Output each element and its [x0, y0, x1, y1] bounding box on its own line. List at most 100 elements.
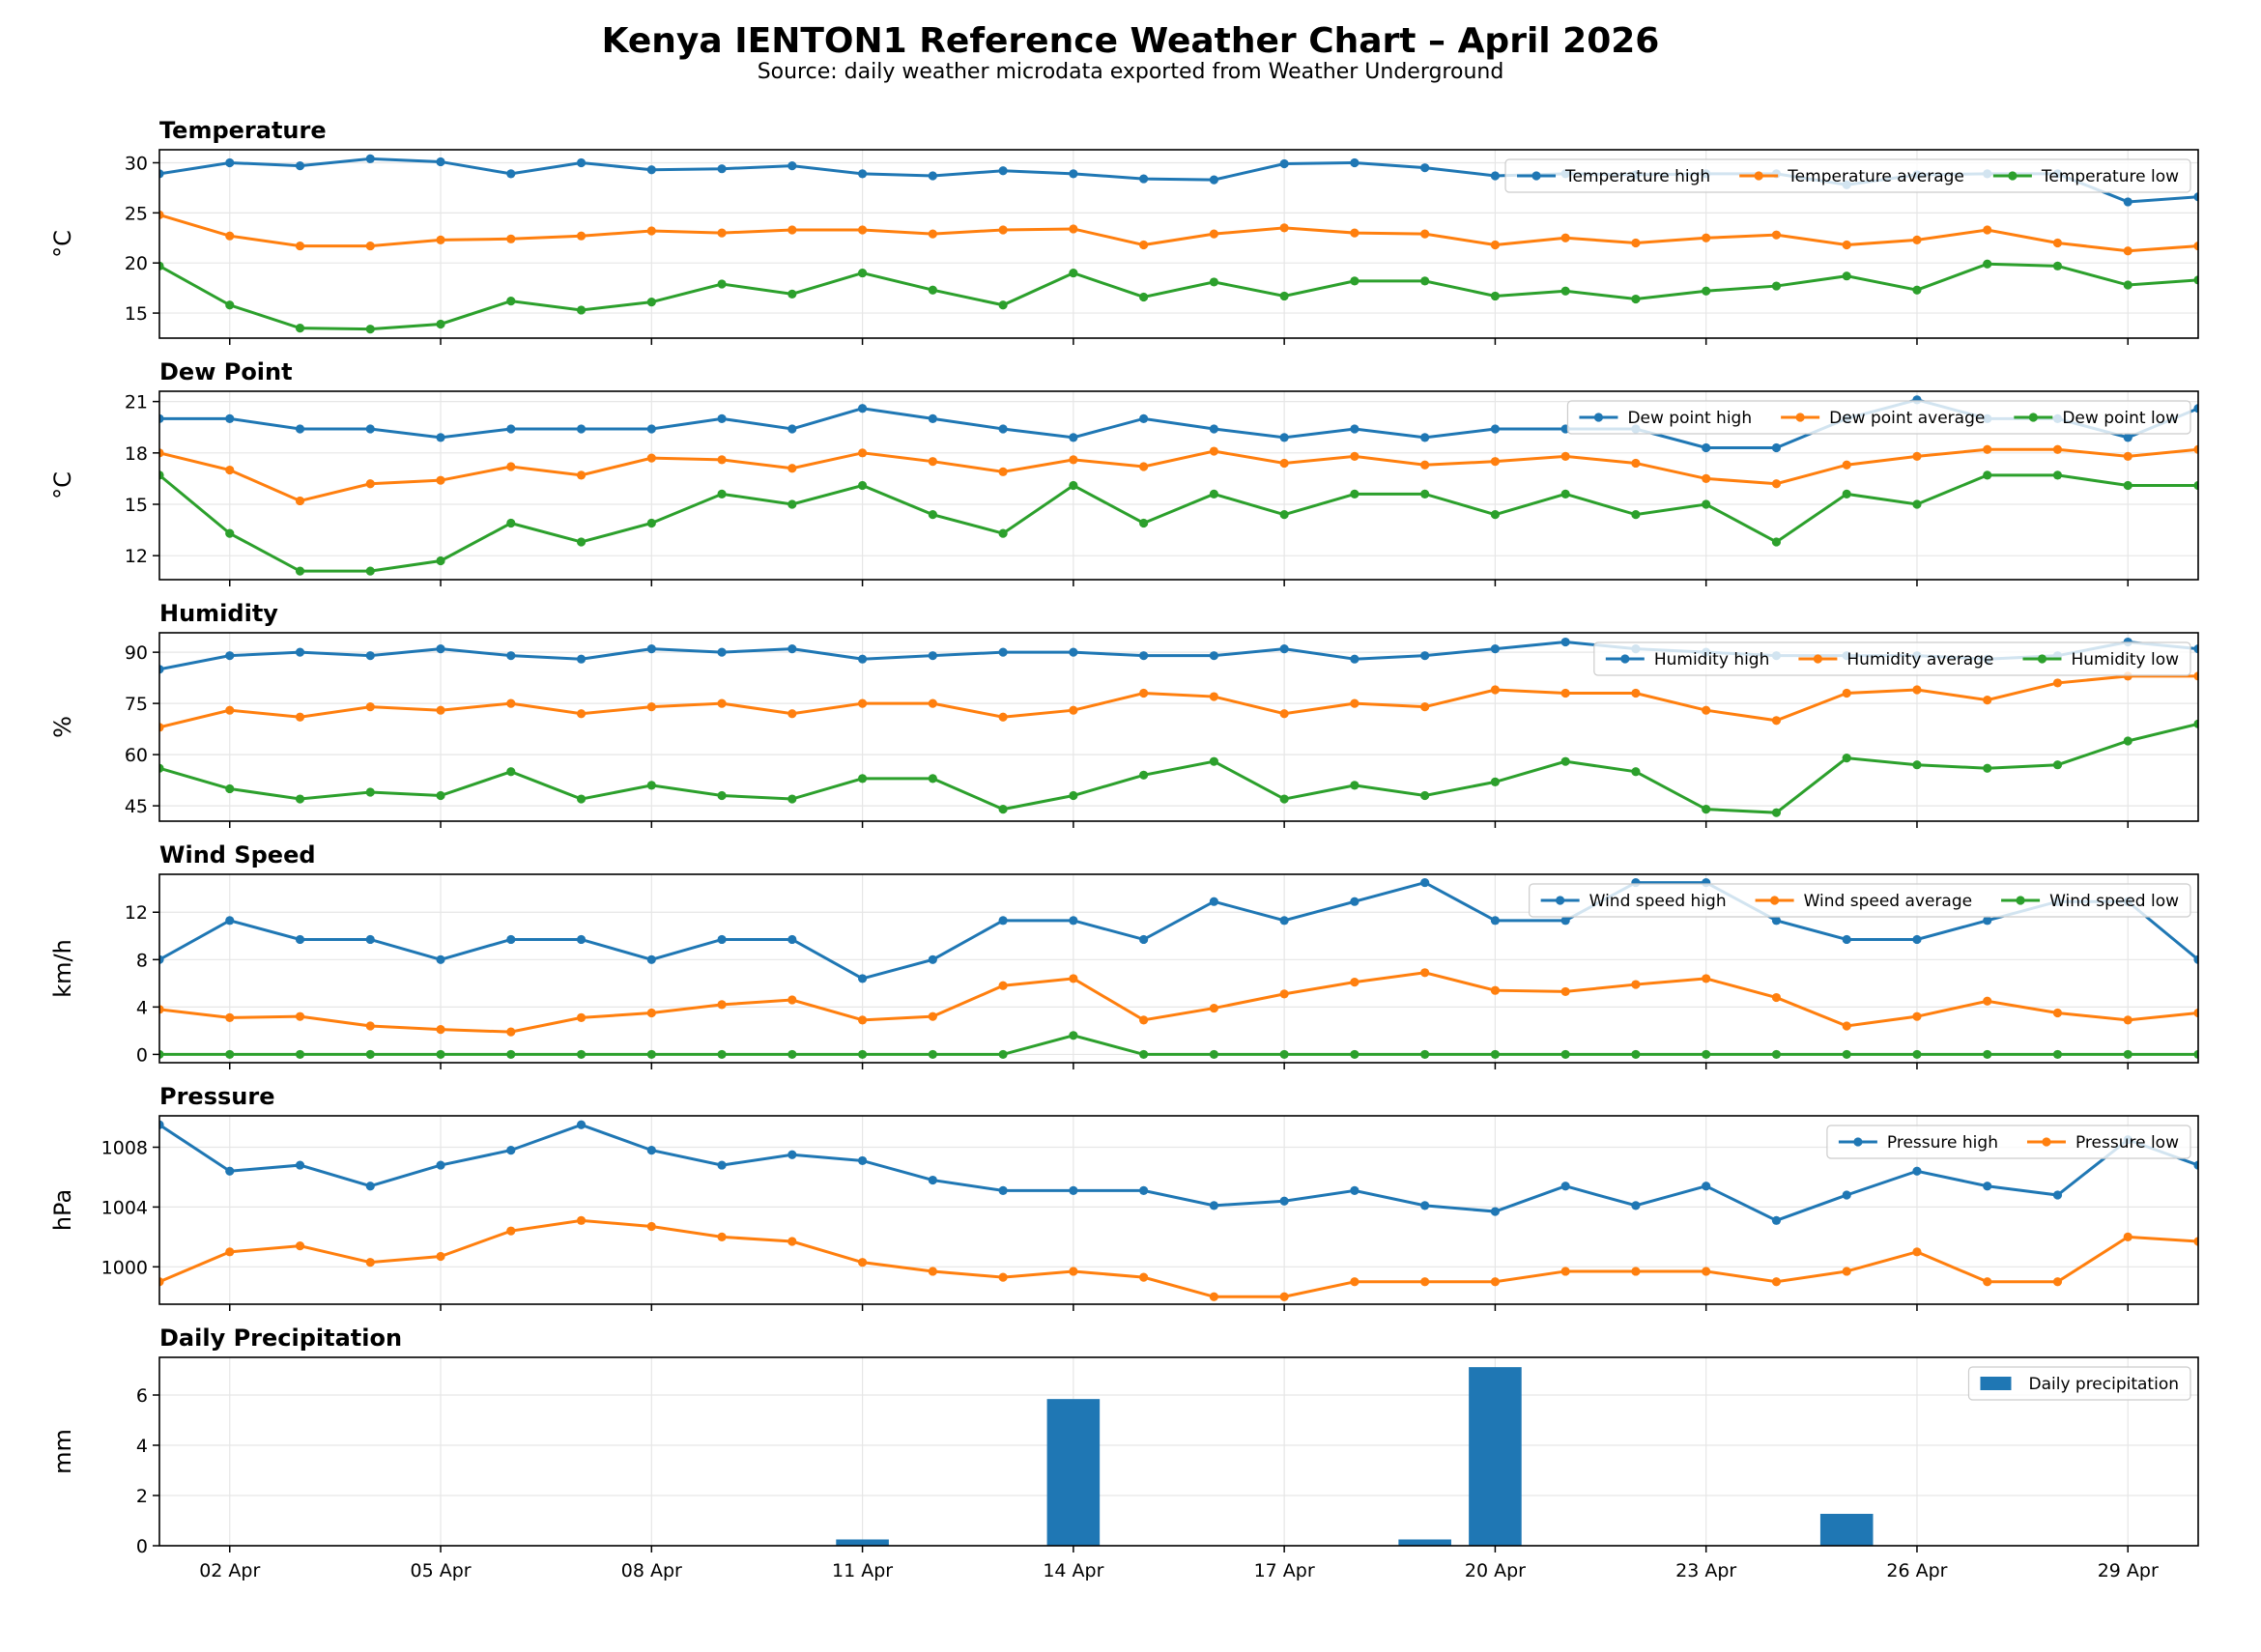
y-tick-label: 30 — [125, 153, 148, 174]
point-wind-speed-average — [2123, 1015, 2132, 1025]
point-temperature-high — [576, 157, 587, 168]
point-dew-point-high — [1209, 424, 1218, 434]
point-humidity-low — [1139, 770, 1149, 780]
point-wind-speed-high — [1912, 934, 1922, 945]
point-dew-point-high — [159, 413, 164, 423]
point-humidity-average — [1702, 705, 1711, 715]
point-dew-point-high — [1279, 433, 1289, 442]
series-line-humidity-low — [159, 722, 2198, 814]
legend-label: Humidity high — [1654, 650, 1770, 669]
legend: Pressure high Pressure low — [1826, 1125, 2191, 1159]
point-wind-speed-low — [1350, 1049, 1359, 1060]
point-pressure-high — [1842, 1190, 1851, 1200]
point-pressure-low — [1983, 1277, 1992, 1287]
point-pressure-high — [1069, 1185, 1078, 1195]
series-line-dew-point-low — [159, 473, 2198, 573]
point-pressure-high — [365, 1182, 375, 1191]
legend-marker — [2028, 413, 2038, 422]
point-humidity-low — [1209, 756, 1218, 766]
point-humidity-high — [295, 647, 305, 657]
point-dew-point-average — [2193, 444, 2198, 454]
point-pressure-high — [1139, 1185, 1149, 1195]
point-humidity-low — [1069, 790, 1078, 801]
point-temperature-low — [787, 289, 797, 299]
legend-label: Dew point average — [1829, 409, 1985, 428]
point-dew-point-average — [1069, 455, 1078, 465]
legend-marker — [1620, 654, 1630, 664]
point-temperature-average — [506, 234, 516, 243]
point-temperature-high — [1069, 169, 1078, 179]
x-tick-label: 23 Apr — [1675, 1560, 1736, 1581]
bar-2026-04-11 — [836, 1539, 889, 1546]
point-temperature-low — [1069, 268, 1078, 278]
point-wind-speed-average — [1912, 1011, 1922, 1021]
point-humidity-high — [225, 651, 235, 661]
point-temperature-low — [928, 285, 937, 295]
point-dew-point-average — [295, 496, 305, 506]
x-tick-label: 05 Apr — [410, 1560, 471, 1581]
point-dew-point-average — [436, 475, 445, 485]
point-pressure-high — [1420, 1201, 1430, 1211]
legend-marker — [1754, 171, 1763, 181]
point-wind-speed-low — [1702, 1049, 1711, 1060]
x-tick-label: 11 Apr — [832, 1560, 893, 1581]
point-wind-speed-high — [506, 934, 516, 945]
point-humidity-average — [1420, 702, 1430, 712]
point-pressure-high — [295, 1160, 305, 1170]
point-humidity-high — [576, 654, 587, 664]
point-dew-point-low — [717, 489, 727, 498]
point-humidity-low — [576, 794, 587, 804]
point-wind-speed-high — [576, 934, 587, 945]
point-wind-speed-low — [1631, 1049, 1641, 1060]
point-humidity-average — [1631, 688, 1641, 698]
point-wind-speed-average — [1490, 985, 1501, 995]
point-dew-point-high — [787, 424, 797, 434]
point-wind-speed-average — [928, 1011, 937, 1021]
series-line-pressure-low — [159, 1218, 2198, 1298]
point-temperature-average — [1209, 229, 1218, 239]
point-dew-point-low — [998, 528, 1008, 538]
point-temperature-average — [1139, 240, 1149, 250]
axes-frame — [158, 873, 2199, 1064]
point-temperature-average — [1069, 224, 1078, 234]
point-temperature-high — [1279, 158, 1289, 169]
point-temperature-high — [1139, 174, 1149, 184]
point-temperature-low — [646, 298, 656, 307]
point-humidity-low — [159, 763, 164, 773]
point-humidity-low — [2052, 760, 2063, 770]
point-humidity-low — [787, 794, 797, 804]
point-wind-speed-high — [1279, 916, 1289, 926]
point-temperature-average — [857, 225, 868, 235]
point-wind-speed-average — [365, 1021, 375, 1031]
point-dew-point-average — [646, 453, 656, 463]
point-dew-point-low — [1420, 489, 1430, 498]
point-wind-speed-average — [159, 1005, 164, 1014]
plot-area — [836, 1367, 1874, 1546]
point-wind-speed-low — [857, 1049, 868, 1060]
y-tick-label: 20 — [125, 253, 148, 274]
y-tick-label: 60 — [125, 745, 148, 766]
point-temperature-high — [225, 157, 235, 168]
point-temperature-average — [365, 241, 375, 251]
point-pressure-low — [928, 1267, 937, 1276]
point-humidity-low — [1631, 767, 1641, 777]
point-temperature-low — [1490, 291, 1501, 301]
point-temperature-high — [646, 165, 656, 175]
point-humidity-low — [2123, 736, 2132, 746]
legend-marker — [1531, 171, 1541, 181]
point-wind-speed-high — [1420, 877, 1430, 888]
point-pressure-low — [436, 1251, 445, 1262]
point-dew-point-average — [2123, 451, 2132, 461]
point-pressure-low — [1420, 1277, 1430, 1287]
point-pressure-low — [2123, 1232, 2132, 1241]
legend-box — [1566, 400, 2191, 435]
point-wind-speed-average — [1702, 974, 1711, 983]
point-humidity-high — [1069, 647, 1078, 657]
point-humidity-low — [1560, 756, 1570, 766]
y-tick-label: 15 — [125, 495, 148, 516]
point-wind-speed-average — [1842, 1021, 1851, 1031]
point-wind-speed-low — [506, 1049, 516, 1060]
point-temperature-average — [1983, 225, 1992, 235]
point-pressure-low — [365, 1258, 375, 1267]
point-dew-point-low — [295, 566, 305, 576]
